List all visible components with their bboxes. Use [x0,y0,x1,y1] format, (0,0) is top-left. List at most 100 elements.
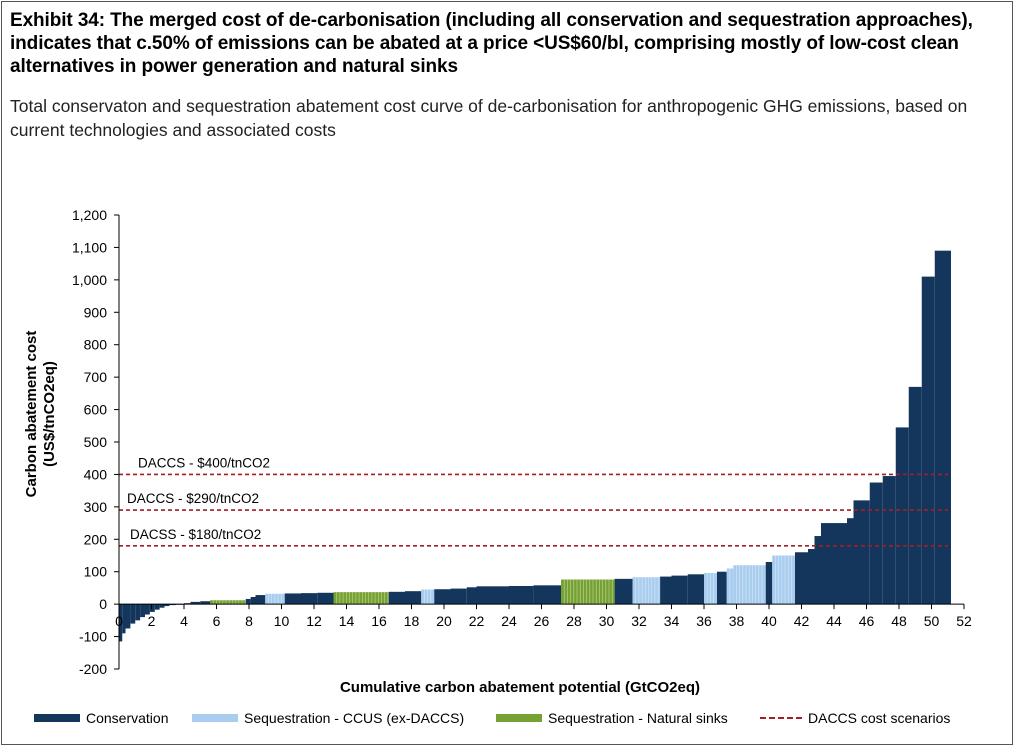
bar-conservation-57 [934,250,951,605]
bar-conservation-19 [255,595,266,605]
bar-conservation-44 [765,561,773,605]
bar-conservation-15 [200,601,210,605]
bar-conservation-9 [159,604,165,608]
bar-conservation-37 [660,576,672,605]
bar-sequestration-natural-sinks-16 [210,600,246,605]
y-tick-label: 400 [84,466,108,482]
bar-conservation-35 [614,578,633,605]
bar-conservation-1 [122,604,126,634]
bars-group [119,250,951,642]
y-tick-label: 200 [84,531,108,547]
bar-conservation-47 [808,549,815,605]
bar-conservation-31 [476,586,509,605]
legend-swatch-natural-sinks [496,714,542,722]
x-tick-label: 32 [631,613,647,629]
x-tick-label: 16 [371,613,387,629]
exhibit-title: Exhibit 34: The merged cost of de-carbon… [10,10,973,77]
bar-conservation-3 [130,604,136,624]
bar-sequestration-ccus-ex-daccs-45 [772,555,795,605]
bar-conservation-25 [388,591,405,605]
x-tick-label: 2 [148,613,156,629]
y-tick-label: 500 [84,434,108,450]
x-tick-label: 48 [891,613,907,629]
y-tick-label: 1,000 [72,272,107,288]
bar-conservation-8 [154,604,160,610]
x-tick-label: 42 [794,613,810,629]
x-tick-label: 14 [339,613,355,629]
bar-conservation-41 [717,571,727,605]
bar-conservation-18 [250,597,256,605]
x-tick-label: 52 [956,613,972,629]
y-tick-label: 0 [99,596,107,612]
bar-conservation-52 [869,482,883,605]
bar-conservation-46 [795,552,808,605]
bar-conservation-54 [895,427,909,605]
reference-lines-group: DACCS - $400/tnCO2 DACCS - $290/tnCO2 DACS… [119,455,948,547]
y-tick-label: 300 [84,499,108,515]
bar-conservation-51 [853,500,870,605]
y-tick-label: 1,200 [72,207,107,223]
x-tick-label: 34 [664,613,680,629]
bar-conservation-21 [284,593,301,605]
reference-line-label-290: DACCS - $290/tnCO2 [127,491,259,506]
bar-conservation-29 [450,588,467,605]
y-tick-label: 1,100 [72,239,107,255]
legend-swatch-conservation [34,714,80,722]
bar-conservation-49 [821,523,847,605]
legend-swatch-ccus [192,714,238,722]
bar-conservation-17 [245,598,251,605]
legend-swatch-daccs-scenarios [760,717,802,719]
y-axis-label-line1: Carbon abatement cost [23,331,40,498]
y-axis-label-line2: (US$/tnCO2eq) [41,361,58,467]
bar-conservation-5 [140,604,146,618]
y-tick-label: -100 [79,629,107,645]
axes-group: -200-10001002003004005006007008009001,00… [72,207,972,677]
legend-item-ccus: Sequestration - CCUS (ex-DACCS) [192,710,464,726]
legend-item-conservation: Conservation [34,710,169,726]
bar-sequestration-ccus-ex-daccs-36 [632,577,661,605]
reference-line-label-400: DACCS - $400/tnCO2 [138,455,270,470]
bar-conservation-26 [405,591,422,605]
legend-item-daccs-scenarios: DACCS cost scenarios [760,710,950,726]
x-tick-label: 44 [826,613,842,629]
exhibit-subtitle: Total conservaton and sequestration abat… [10,96,968,140]
x-tick-label: 0 [115,613,123,629]
x-tick-label: 30 [599,613,615,629]
y-tick-label: 600 [84,402,108,418]
x-tick-label: 24 [501,613,517,629]
x-tick-label: 18 [404,613,420,629]
legend-label-conservation: Conservation [86,710,169,726]
bar-conservation-50 [847,518,854,605]
bar-conservation-23 [317,592,334,605]
bar-conservation-10 [164,604,170,607]
bar-conservation-56 [921,276,935,605]
y-tick-label: 900 [84,304,108,320]
x-axis-label: Cumulative carbon abatement potential (G… [340,679,700,696]
bar-conservation-14 [190,601,201,605]
x-tick-label: 22 [469,613,485,629]
reference-line-label-180: DACSS - $180/tnCO2 [130,527,261,542]
x-tick-label: 50 [924,613,940,629]
bar-conservation-6 [145,604,150,615]
y-tick-label: 100 [84,564,108,580]
bar-conservation-33 [533,585,562,605]
y-tick-label: 700 [84,369,108,385]
bar-conservation-32 [509,585,534,605]
x-tick-label: 38 [729,613,745,629]
axis-labels-group: Cumulative carbon abatement potential (G… [23,331,700,696]
y-tick-label: 800 [84,337,108,353]
bar-conservation-39 [687,574,704,605]
x-tick-label: 6 [213,613,221,629]
bar-conservation-55 [908,386,922,605]
legend-label-natural-sinks: Sequestration - Natural sinks [548,710,728,726]
x-tick-label: 8 [245,613,253,629]
x-tick-label: 28 [566,613,582,629]
bar-conservation-48 [814,536,821,605]
bar-conservation-4 [135,604,141,621]
bar-conservation-30 [466,587,477,605]
bar-conservation-7 [149,604,155,612]
x-tick-label: 12 [306,613,322,629]
bar-sequestration-natural-sinks-34 [561,579,615,605]
